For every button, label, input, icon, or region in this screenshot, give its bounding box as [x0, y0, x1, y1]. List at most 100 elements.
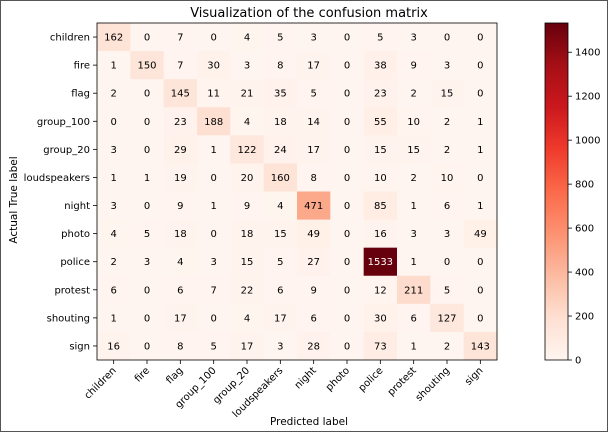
y-axis-label: Actual True label: [8, 156, 20, 243]
cell-value-label: 0: [477, 33, 483, 44]
cell-shouting-shouting: [430, 303, 465, 333]
cell-shouting-loudspeakers: [263, 303, 298, 333]
cell-value-label: 3: [410, 229, 416, 240]
cell-value-label: 10: [441, 173, 454, 184]
cell-photo-group_100: [197, 219, 231, 249]
colorbar-ticks: 0 200 400 600 800 1000 1200 1400: [568, 48, 600, 367]
cell-group_100-protest: [397, 107, 431, 136]
cell-value-label: 0: [144, 89, 150, 100]
cell-loudspeakers-children: [97, 163, 131, 192]
cell-sign-fire: [130, 331, 165, 361]
cell-value-label: 1: [210, 201, 216, 212]
cell-sign-protest: [397, 331, 431, 361]
cell-photo-night: [297, 219, 331, 249]
cell-group_20-fire: [130, 135, 165, 164]
cell-value-label: 8: [177, 341, 183, 352]
cell-value-label: 18: [174, 229, 187, 240]
cell-value-label: 1: [410, 257, 416, 268]
cell-value-label: 0: [144, 341, 150, 352]
cell-value-label: 0: [444, 257, 450, 268]
cell-protest-group_20: [230, 275, 265, 305]
cell-value-label: 0: [344, 313, 350, 324]
cell-flag-group_100: [197, 79, 231, 108]
cell-children-group_100: [197, 23, 231, 52]
cell-protest-police: [363, 275, 398, 305]
cell-value-label: 6: [410, 313, 416, 324]
cell-shouting-sign: [463, 303, 498, 333]
cell-fire-sign: [463, 51, 498, 80]
cell-value-label: 0: [110, 117, 116, 128]
y-tick-label: sign: [69, 341, 90, 352]
cell-photo-photo: [330, 219, 365, 249]
colorbar-tick-label: 1200: [575, 92, 600, 103]
cell-group_20-police: [363, 135, 398, 164]
cell-value-label: 5: [377, 33, 383, 44]
cell-value-label: 6: [177, 285, 183, 296]
cell-value-label: 0: [210, 33, 216, 44]
x-tick-label: children: [83, 365, 119, 401]
cell-protest-group_100: [197, 275, 231, 305]
cell-value-label: 122: [237, 145, 256, 156]
cell-flag-protest: [397, 79, 431, 108]
cell-group_100-group_100: [197, 107, 231, 136]
cell-value-label: 30: [207, 61, 220, 72]
y-tick-label: protest: [54, 285, 90, 296]
cell-photo-fire: [130, 219, 165, 249]
cell-value-label: 3: [144, 257, 150, 268]
cell-value-label: 73: [374, 341, 387, 352]
cell-value-label: 3: [444, 229, 450, 240]
cell-value-label: 15: [374, 145, 387, 156]
cell-protest-photo: [330, 275, 365, 305]
cell-night-shouting: [430, 191, 465, 220]
cell-value-label: 17: [274, 313, 287, 324]
y-tick-label: group_20: [43, 145, 90, 156]
cell-value-label: 143: [471, 341, 490, 352]
cell-night-fire: [130, 191, 165, 220]
cell-loudspeakers-night: [297, 163, 331, 192]
cell-sign-photo: [330, 331, 365, 361]
cell-sign-group_100: [197, 331, 231, 361]
cell-group_100-children: [97, 107, 131, 136]
cell-value-label: 211: [404, 285, 423, 296]
cell-children-night: [297, 23, 331, 52]
cell-children-group_20: [230, 23, 265, 52]
cell-value-label: 0: [144, 145, 150, 156]
cell-sign-loudspeakers: [263, 331, 298, 361]
cell-children-sign: [463, 23, 498, 52]
cell-fire-flag: [163, 51, 198, 80]
cell-group_20-night: [297, 135, 331, 164]
x-tick-label: photo: [324, 365, 352, 393]
cell-police-police: [363, 247, 398, 277]
cell-night-sign: [463, 191, 498, 220]
cell-value-label: 4: [244, 117, 250, 128]
cell-value-label: 5: [277, 33, 283, 44]
cell-protest-shouting: [430, 275, 465, 305]
cell-value-label: 15: [241, 257, 254, 268]
cell-value-label: 1: [410, 201, 416, 212]
cell-fire-children: [97, 51, 131, 80]
y-tick-label: fire: [74, 61, 90, 72]
cell-value-label: 2: [110, 257, 116, 268]
cell-value-label: 49: [474, 229, 487, 240]
cell-night-photo: [330, 191, 365, 220]
cell-loudspeakers-group_20: [230, 163, 265, 192]
cell-value-label: 0: [210, 313, 216, 324]
cell-group_20-group_20: [230, 135, 265, 164]
cell-value-label: 15: [407, 145, 420, 156]
cell-shouting-protest: [397, 303, 431, 333]
cell-group_20-sign: [463, 135, 498, 164]
cell-sign-sign: [463, 331, 498, 361]
cell-shouting-night: [297, 303, 331, 333]
cell-value-label: 9: [410, 61, 416, 72]
x-tick-label: sign: [463, 365, 485, 387]
cell-value-label: 29: [174, 145, 187, 156]
cell-loudspeakers-sign: [463, 163, 498, 192]
cell-photo-sign: [463, 219, 498, 249]
cell-value-label: 38: [374, 61, 387, 72]
y-tick-label: children: [50, 33, 90, 44]
cell-value-label: 9: [310, 285, 316, 296]
cell-police-flag: [163, 247, 198, 277]
cell-value-label: 1: [210, 145, 216, 156]
cell-loudspeakers-fire: [130, 163, 165, 192]
